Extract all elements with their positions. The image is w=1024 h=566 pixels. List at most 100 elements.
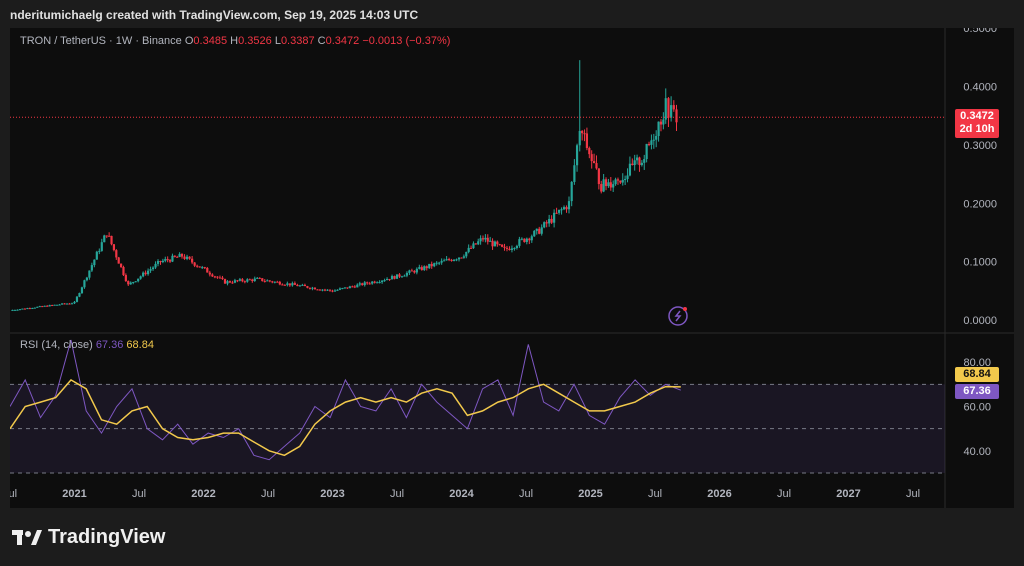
candle-body: [331, 290, 334, 292]
candle-body: [246, 279, 249, 282]
candle-body: [381, 280, 384, 283]
candle-body: [238, 279, 241, 281]
rsi-label: RSI (14, close): [20, 339, 93, 351]
candle-body: [226, 281, 229, 284]
close-label: C: [317, 35, 326, 47]
candle-body: [368, 283, 371, 285]
candle-body: [231, 282, 234, 284]
candle-body: [291, 283, 294, 286]
candle-body: [595, 163, 598, 169]
candle-body: [581, 130, 584, 134]
candle-body: [619, 180, 622, 183]
candle-body: [338, 288, 342, 290]
candle-body: [18, 309, 22, 311]
candle-body: [433, 263, 436, 267]
candle-body: [146, 270, 150, 275]
price-legend: TRON / TetherUS · 1W · Binance O0.3485 H…: [20, 35, 450, 47]
candle-body: [450, 259, 453, 261]
candle-body: [110, 235, 113, 245]
candle-body: [127, 281, 130, 285]
time-axis-tick: 2027: [836, 488, 860, 500]
chart-svg[interactable]: 0.5000 0.4000 0.3000 0.2000 0.1000 0.0000 80.0…: [10, 28, 1014, 508]
candle-body: [621, 179, 624, 183]
candle-body: [53, 304, 56, 306]
candle-body: [108, 235, 111, 237]
candle-body: [540, 227, 543, 234]
tradingview-logo-icon: [12, 529, 42, 545]
chart-area[interactable]: 0.5000 0.4000 0.3000 0.2000 0.1000 0.0000 80.0…: [10, 28, 1014, 508]
candle-body: [652, 139, 655, 141]
candle-body: [498, 244, 501, 246]
candle-body: [166, 259, 169, 261]
candle-body: [266, 280, 269, 282]
credit-text: nderitumichaelg created with TradingView…: [10, 8, 419, 22]
candle-body: [196, 265, 199, 267]
rsi-axis-tick: 60.00: [963, 402, 991, 414]
candle-body: [283, 284, 286, 286]
candle-body: [137, 278, 140, 282]
candle-body: [472, 243, 475, 249]
candle-body: [88, 270, 91, 278]
candle-body: [484, 237, 487, 240]
candle-body: [208, 272, 211, 275]
candle-body: [26, 308, 29, 310]
candle-body: [670, 105, 673, 118]
candle-body: [28, 308, 31, 310]
candle-body: [600, 184, 603, 192]
candle-body: [213, 276, 216, 278]
candle-body: [643, 159, 646, 163]
candle-body: [462, 256, 465, 258]
candle-body: [251, 279, 254, 282]
candle-body: [430, 263, 433, 267]
candle-body: [70, 303, 74, 305]
candle-body: [361, 283, 364, 286]
top-bar: nderitumichaelg created with TradingView…: [0, 0, 1024, 28]
candle-body: [662, 119, 665, 125]
candle-body: [548, 218, 551, 224]
candle-body: [139, 276, 142, 279]
candle-body: [575, 145, 579, 166]
candle-body: [604, 179, 608, 187]
candle-body: [460, 257, 463, 259]
candle-body: [216, 276, 219, 278]
candle-body: [418, 267, 421, 269]
candle-body: [565, 207, 568, 210]
candle-body: [271, 281, 274, 283]
candle-body: [393, 276, 396, 279]
candle-body: [80, 287, 84, 294]
candle-body: [428, 263, 431, 269]
candle-body: [560, 209, 563, 211]
candle-body: [321, 289, 324, 291]
candle-body: [185, 256, 189, 259]
candle-body: [659, 121, 663, 125]
rsi-ma-line: [10, 378, 681, 457]
candle-body: [535, 228, 538, 231]
rsi-ma-value: 68.84: [126, 339, 154, 351]
candle-body: [313, 287, 317, 290]
candle-body: [348, 286, 351, 289]
candle-body: [258, 277, 261, 279]
candle-body: [31, 308, 34, 310]
candle-body: [326, 289, 329, 291]
close-value: 0.3472: [325, 35, 360, 47]
candle-body: [93, 259, 96, 266]
rsi-axis-tick: 40.00: [963, 446, 991, 458]
high-label: H: [230, 35, 239, 47]
candle-body: [132, 281, 135, 283]
candle-body: [650, 140, 653, 145]
candle-body: [513, 248, 516, 250]
candle-body: [159, 261, 162, 263]
time-axis-tick: Jul: [519, 488, 533, 500]
candle-body: [667, 98, 670, 118]
candle-body: [423, 266, 426, 270]
candle-body: [103, 235, 106, 243]
rsi-ma-tag: 68.84: [955, 367, 999, 382]
candle-body: [655, 136, 658, 140]
rsi-tag: 67.36: [955, 384, 999, 399]
candle-body: [545, 222, 548, 224]
candle-body: [528, 238, 531, 241]
candle-body: [206, 267, 209, 273]
candle-body: [626, 175, 629, 179]
candle-body: [85, 277, 89, 281]
candle-body: [38, 306, 41, 308]
